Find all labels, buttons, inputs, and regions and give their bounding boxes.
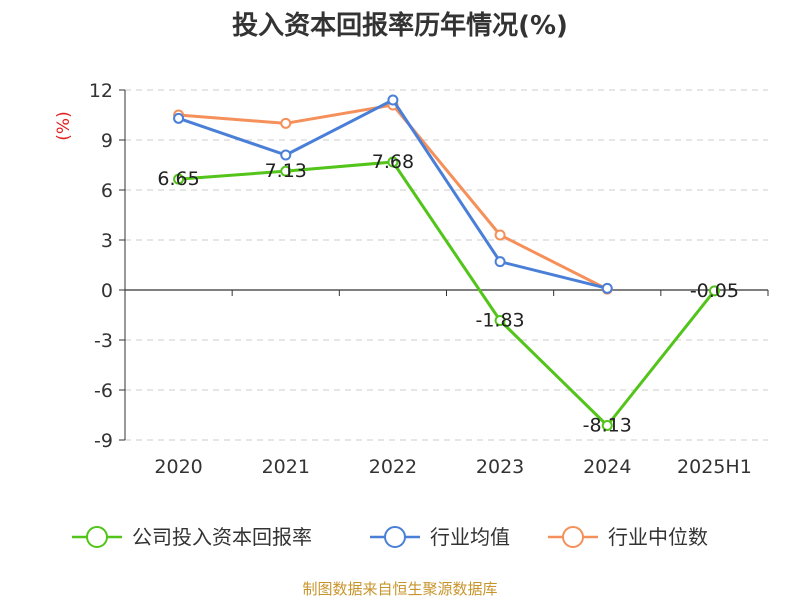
series-line — [178, 98, 608, 290]
x-tick-label: 2024 — [583, 456, 631, 478]
data-label: -0.05 — [690, 280, 739, 302]
x-tick-label: 2020 — [154, 456, 202, 478]
data-label: 7.68 — [372, 151, 414, 173]
data-point[interactable] — [387, 94, 399, 106]
legend-label: 行业中位数 — [608, 525, 708, 549]
series-1 — [173, 94, 613, 294]
x-tick-label: 2025H1 — [677, 456, 752, 478]
data-point[interactable] — [601, 420, 613, 431]
legend-item[interactable]: 行业中位数 — [548, 525, 708, 549]
legend-marker — [384, 526, 406, 548]
data-point[interactable] — [280, 117, 292, 129]
legend-label: 公司投入资本回报率 — [132, 525, 312, 549]
legend-marker — [86, 526, 108, 548]
data-point[interactable] — [280, 165, 292, 177]
series-2 — [173, 99, 613, 295]
y-tick-label: 0 — [101, 280, 113, 302]
axes: 12 9 6 3 0 -3 -6 -9 2020 2021 2022 2023 2024 2025H1 — [89, 80, 769, 478]
data-point[interactable] — [494, 315, 506, 326]
chart-title: 投入资本回报率历年情况(%) — [232, 10, 568, 41]
y-tick-label: 12 — [89, 80, 113, 102]
y-tick-label: -3 — [94, 330, 113, 352]
data-point[interactable] — [708, 285, 720, 297]
data-point[interactable] — [280, 149, 292, 161]
legend-marker — [562, 526, 584, 548]
y-tick-label: -9 — [94, 430, 113, 452]
data-label: -8.13 — [583, 415, 632, 437]
y-tick-label: 6 — [101, 180, 113, 202]
data-point[interactable] — [494, 229, 506, 241]
series-line — [178, 160, 716, 427]
data-point[interactable] — [173, 112, 185, 124]
y-tick-label: 9 — [101, 130, 113, 152]
y-tick-label: 3 — [101, 230, 113, 252]
data-point[interactable] — [494, 256, 506, 268]
legend-label: 行业均值 — [430, 525, 510, 549]
data-point[interactable] — [387, 156, 399, 168]
x-tick-label: 2023 — [476, 456, 524, 478]
legend-item[interactable]: 行业均值 — [370, 525, 510, 549]
legend[interactable]: 公司投入资本回报率 行业均值 行业中位数 — [72, 525, 708, 549]
x-tick-label: 2021 — [262, 456, 310, 478]
series-lines — [173, 94, 720, 431]
series-0 — [173, 156, 720, 431]
y-tick-label: -6 — [94, 380, 113, 402]
data-label: -1.83 — [475, 310, 524, 332]
data-point[interactable] — [601, 282, 613, 294]
gridlines — [125, 89, 768, 441]
series-line — [178, 103, 608, 291]
data-point[interactable] — [173, 173, 185, 185]
data-labels: 6.65 7.13 7.68 -1.83 -8.13 -0.05 — [157, 151, 739, 437]
y-axis-unit-label: (%) — [54, 111, 74, 140]
data-label: 7.13 — [265, 160, 307, 182]
source-footer: 制图数据来自恒生聚源数据库 — [302, 580, 497, 598]
x-tick-label: 2022 — [369, 456, 417, 478]
legend-item[interactable]: 公司投入资本回报率 — [72, 525, 312, 549]
data-label: 6.65 — [157, 168, 199, 190]
